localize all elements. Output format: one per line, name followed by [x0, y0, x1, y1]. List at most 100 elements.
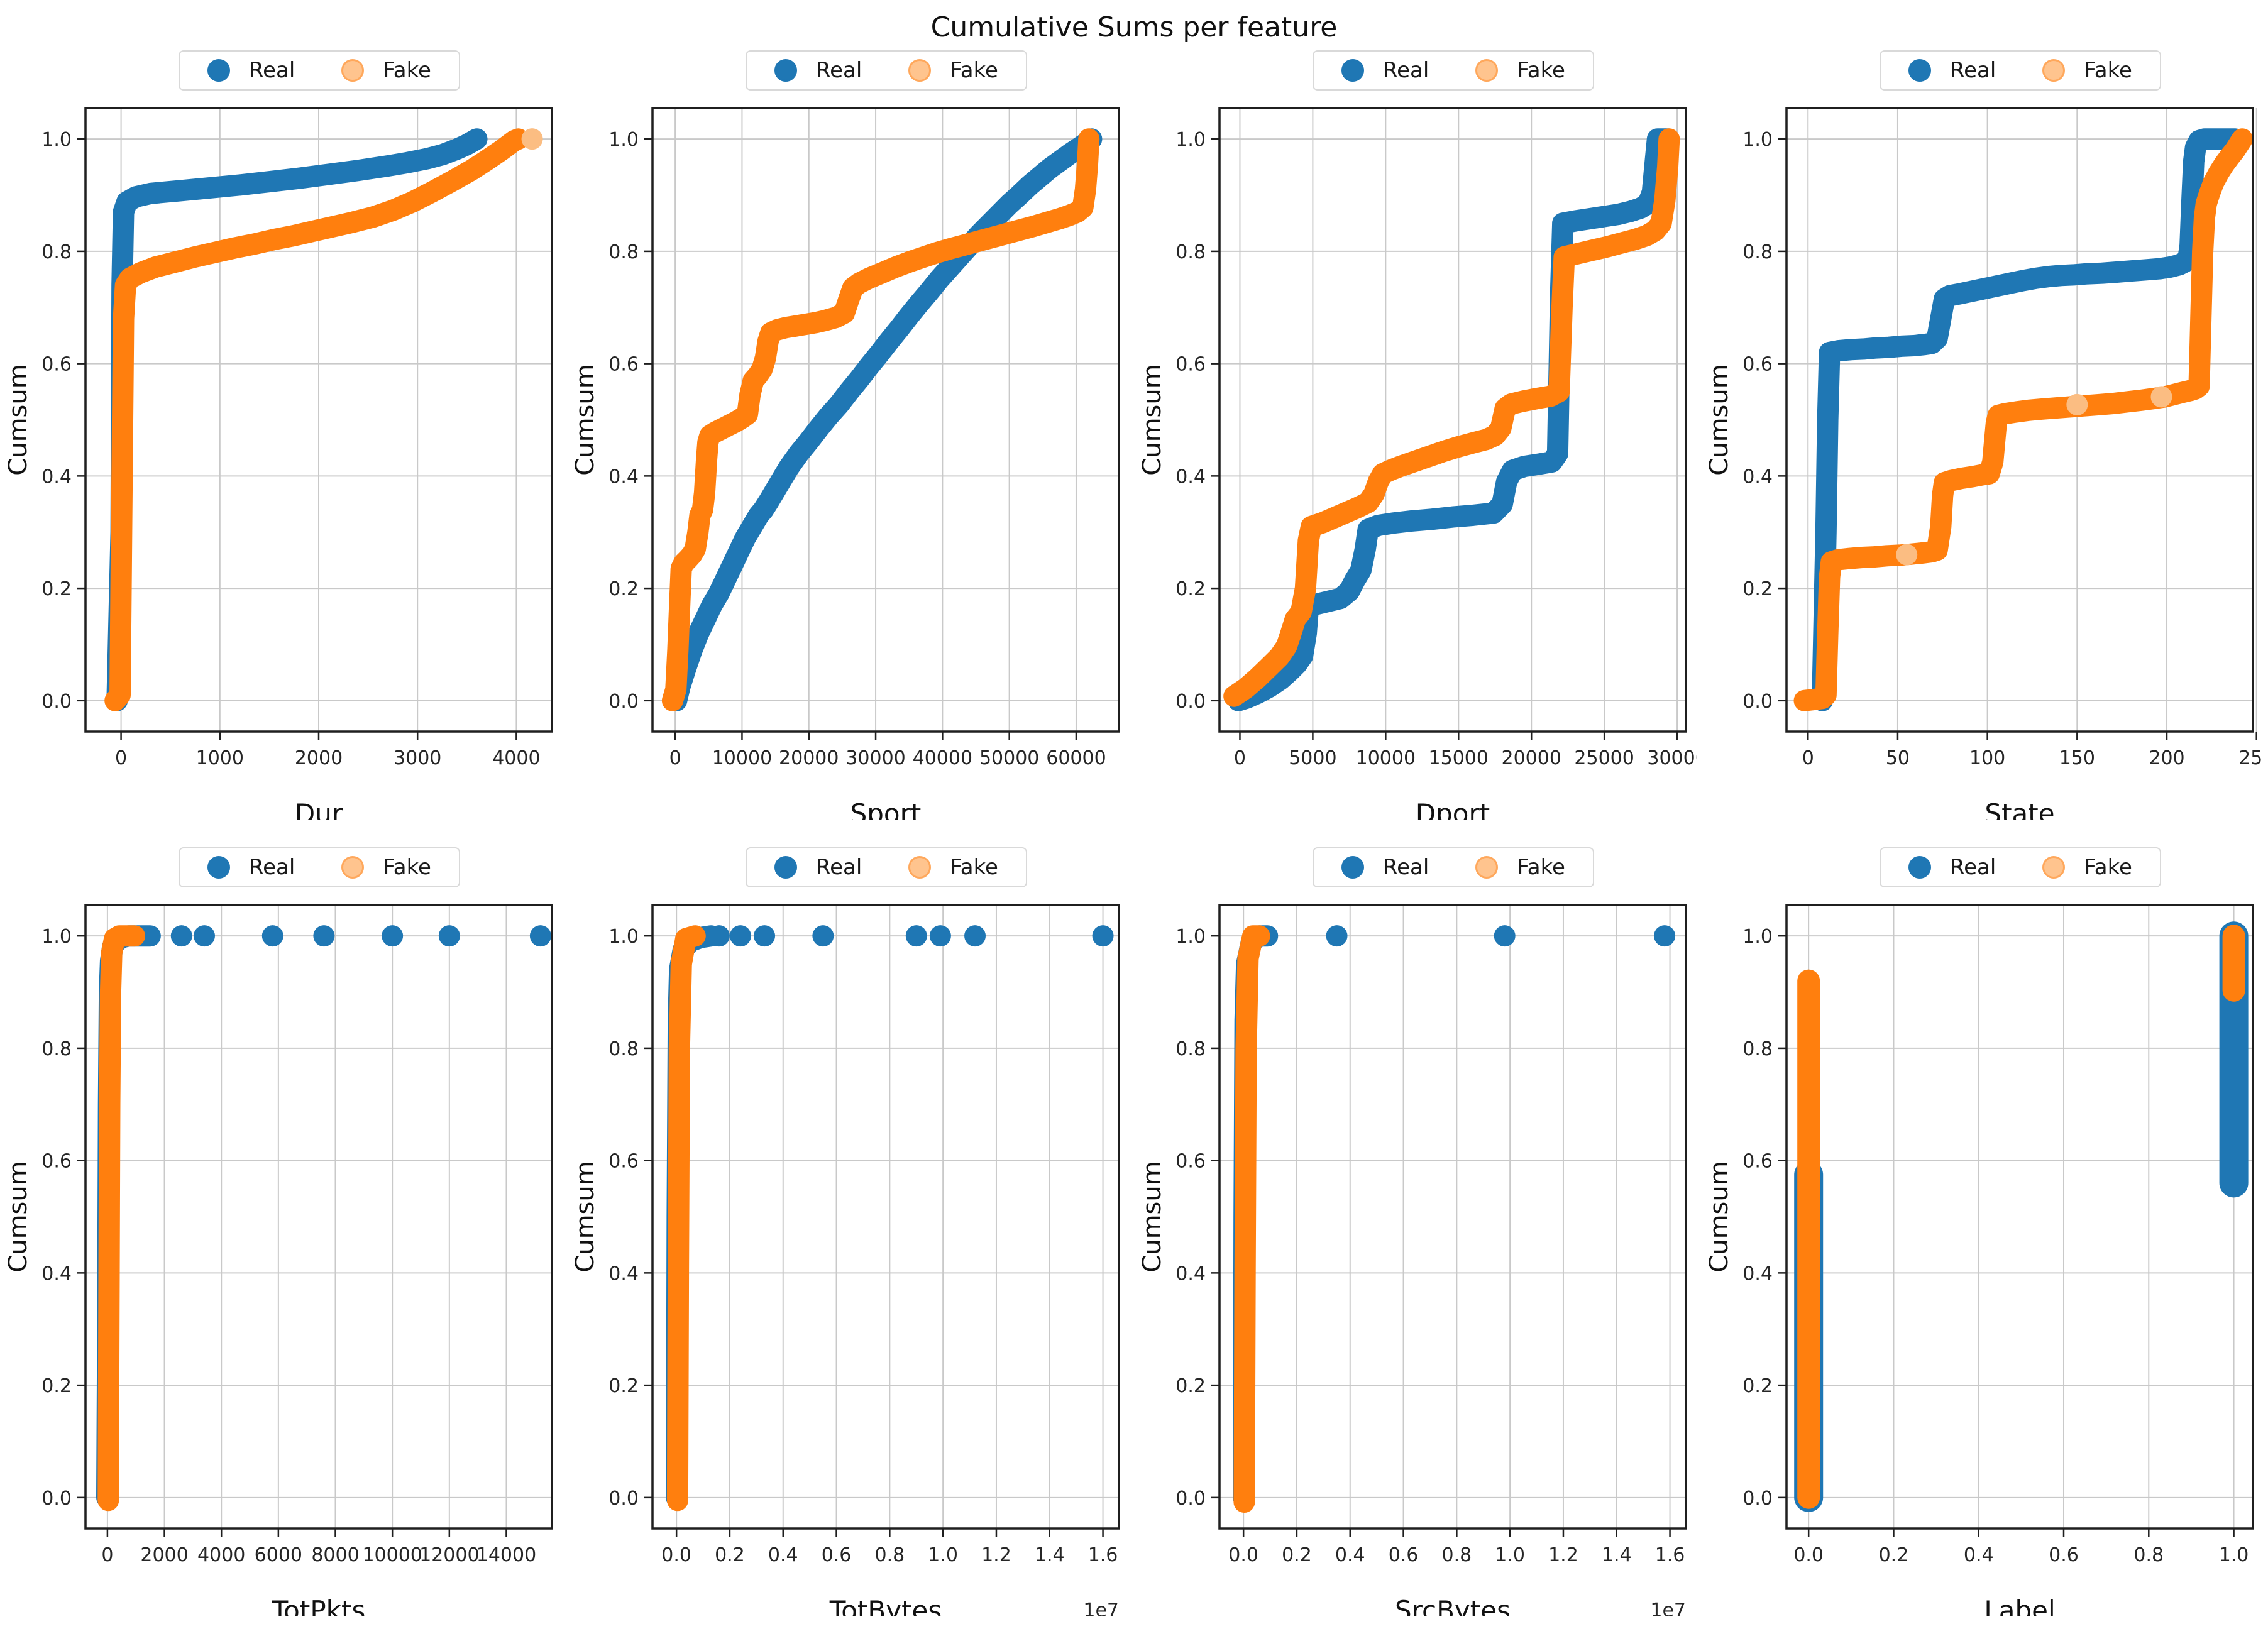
x-tick-label: 0.4: [768, 1544, 798, 1566]
x-tick-label: 60000: [1046, 747, 1106, 769]
y-tick-label: 0.8: [41, 241, 72, 263]
legend-marker-real-icon: [774, 59, 798, 82]
axis-offset-label: 1e7: [1083, 1599, 1119, 1616]
legend-entry-fake: Fake: [908, 855, 998, 880]
legend-label: Fake: [1517, 58, 1565, 83]
legend-label: Real: [249, 58, 295, 83]
legend-entry-fake: Fake: [1475, 855, 1565, 880]
legend-entry-real: Real: [1908, 58, 1996, 83]
series-fake-srcbytes: [1233, 925, 1270, 1513]
x-tick-label: 0.0: [661, 1544, 691, 1566]
outlier-dot-fake: [2150, 386, 2172, 408]
legend-marker-real-icon: [207, 59, 231, 82]
y-tick-label: 0.2: [1742, 1375, 1773, 1397]
subplot-dport: Real Fake 0 5000 10000 15000 20000 25000 30000 0.…: [1134, 50, 1701, 820]
y-tick-label: 0.2: [1175, 578, 1206, 600]
y-tick-label: 0.2: [608, 578, 639, 600]
axes-frame: [1218, 107, 1687, 733]
legend-state: Real Fake: [1880, 50, 2161, 91]
outlier-dot-real: [812, 925, 834, 947]
x-axis-label: State: [1985, 798, 2054, 820]
legend-dur: Real Fake: [179, 50, 460, 91]
axes-frame: [651, 904, 1120, 1530]
legend-label: Real: [816, 58, 862, 83]
legend-marker-real-icon: [774, 856, 798, 879]
legend-entry-real: Real: [207, 855, 295, 880]
y-tick-label: 0.6: [1175, 354, 1206, 376]
outlier-dot-real: [313, 925, 335, 947]
outlier-dot-real: [708, 925, 730, 947]
legend-label: Fake: [383, 58, 431, 83]
legend-label: Fake: [383, 855, 431, 880]
x-tick-label: 100: [1969, 747, 2005, 769]
x-tick-label: 12000: [419, 1544, 479, 1566]
x-tick-label: 1.6: [1655, 1544, 1685, 1566]
plot-totbytes: 0.0 0.2 0.4 0.6 0.8 1.0 1.2 1.4 1.6 0.0 0.2 0.4 0.6 0…: [571, 904, 1120, 1616]
legend-entry-fake: Fake: [2042, 855, 2132, 880]
x-tick-label: 2000: [295, 747, 343, 769]
x-tick-label: 1.0: [2219, 1544, 2249, 1566]
x-tick-label: 0: [1234, 747, 1246, 769]
legend-entry-real: Real: [774, 855, 862, 880]
series-fake-totpkts: [97, 925, 145, 1512]
subplot-dur: Real Fake 0 1000 2000 3000 4000 0.0 0.2 0.4 0.6 0.8…: [0, 50, 567, 820]
outlier-dot-real: [964, 925, 986, 947]
x-tick-label: 20000: [1501, 747, 1561, 769]
outlier-dot-real: [729, 925, 751, 947]
legend-marker-real-icon: [1341, 59, 1365, 82]
x-tick-label: 0.0: [1228, 1544, 1258, 1566]
y-tick-label: 0.8: [1742, 241, 1773, 263]
y-tick-label: 1.0: [41, 129, 72, 151]
x-axis-label: TotPkts: [272, 1595, 366, 1616]
subplot-sport: Real Fake 0 10000 20000 30000 40000 50000 60000 0…: [567, 50, 1134, 820]
y-axis-label: Cumsum: [1705, 364, 1734, 475]
x-tick-label: 1.6: [1088, 1544, 1118, 1566]
x-tick-label: 1.0: [928, 1544, 958, 1566]
y-tick-label: 0.2: [41, 578, 72, 600]
legend-label: Fake: [950, 58, 998, 83]
outlier-dot-real: [905, 925, 927, 947]
y-axis-label: Cumsum: [4, 364, 33, 475]
outlier-dot-fake: [2066, 393, 2088, 415]
axes-frame: [84, 904, 553, 1530]
y-tick-label: 0.0: [1742, 1488, 1773, 1510]
y-axis-label: Cumsum: [4, 1161, 33, 1272]
y-tick-label: 1.0: [1175, 926, 1206, 948]
y-tick-label: 0.0: [1742, 691, 1773, 713]
legend-entry-real: Real: [1341, 855, 1429, 880]
outlier-dot-fake: [1896, 544, 1918, 566]
x-tick-label: 0.6: [822, 1544, 852, 1566]
x-tick-label: 20000: [779, 747, 839, 769]
legend-marker-fake-icon: [1475, 856, 1499, 879]
legend-entry-real: Real: [1908, 855, 1996, 880]
x-axis-label: SrcBytes: [1395, 1595, 1511, 1616]
y-tick-label: 1.0: [608, 129, 639, 151]
x-tick-label: 0.2: [715, 1544, 745, 1566]
outlier-dot-real: [261, 925, 284, 947]
x-tick-label: 1.4: [1035, 1544, 1065, 1566]
legend-marker-real-icon: [1908, 856, 1932, 879]
y-axis-label: Cumsum: [1138, 1161, 1167, 1272]
axes-frame: [651, 107, 1120, 733]
y-tick-label: 0.8: [608, 1038, 639, 1060]
subplot-state: Real Fake 0 50 100 150 200 250 0.0 0.2 0.4 0.6 0.8 1.…: [1701, 50, 2268, 820]
y-tick-label: 0.0: [608, 1488, 639, 1510]
x-tick-label: 15000: [1429, 747, 1489, 769]
y-tick-label: 0.2: [608, 1375, 639, 1397]
x-tick-label: 0.8: [2133, 1544, 2164, 1566]
series-real-dport: [1228, 128, 1680, 711]
legend-label: Fake: [1517, 855, 1565, 880]
x-tick-label: 4000: [197, 1544, 245, 1566]
series-fake-state: [1793, 128, 2253, 711]
axes-frame: [1218, 904, 1687, 1530]
y-axis-label: Cumsum: [571, 1161, 600, 1272]
subplot-grid: Real Fake 0 1000 2000 3000 4000 0.0 0.2 0.4 0.6 0.8…: [0, 50, 2268, 1616]
x-tick-label: 14000: [476, 1544, 536, 1566]
series-fake-dport: [1223, 128, 1680, 707]
outlier-dot-real: [438, 925, 460, 947]
plot-srcbytes: 0.0 0.2 0.4 0.6 0.8 1.0 1.2 1.4 1.6 0.0 0.2 0.4 0.6 0…: [1138, 904, 1687, 1616]
x-tick-label: 0: [669, 747, 681, 769]
y-tick-label: 1.0: [1175, 129, 1206, 151]
y-tick-label: 0.4: [1742, 1263, 1773, 1285]
